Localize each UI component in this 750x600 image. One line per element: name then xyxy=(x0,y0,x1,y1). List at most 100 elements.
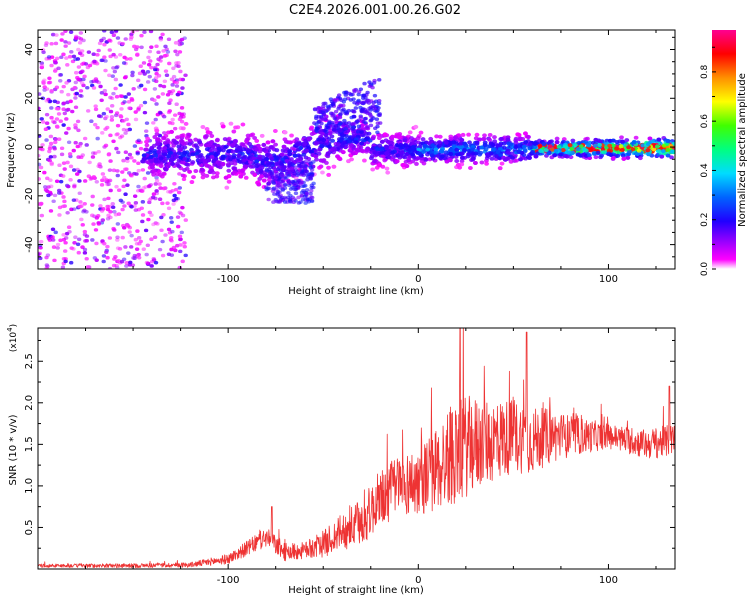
dip-cell xyxy=(304,169,310,174)
noise-speck xyxy=(129,204,134,209)
spectrogram-cell xyxy=(436,140,442,145)
spectrogram-cell xyxy=(541,142,547,147)
noise-speck xyxy=(126,122,131,127)
snr-multiplier-exp: 4 xyxy=(6,327,14,332)
spectrogram-cell xyxy=(234,148,240,153)
noise-speck xyxy=(161,49,166,53)
noise-speck xyxy=(58,119,63,124)
noise-speck xyxy=(103,116,108,121)
noise-speck xyxy=(114,146,119,151)
noise-speck xyxy=(74,91,80,96)
spectrogram-cell xyxy=(210,144,216,149)
noise-speck xyxy=(68,260,74,265)
noise-speck xyxy=(136,78,141,83)
colorbar-gradient xyxy=(712,30,736,269)
spectrogram-cell xyxy=(204,173,210,178)
noise-speck xyxy=(162,114,167,119)
plume-cell xyxy=(356,124,362,129)
spectrogram-cell xyxy=(198,158,203,163)
noise-speck xyxy=(61,52,66,57)
plume-cell xyxy=(347,91,352,96)
plume-cell xyxy=(322,128,328,133)
noise-speck xyxy=(79,49,85,53)
spectrogram-cell xyxy=(330,138,336,143)
noise-speck xyxy=(92,151,98,156)
dip-cell xyxy=(300,197,306,202)
noise-speck xyxy=(71,168,77,172)
spectrogram-cell xyxy=(370,167,376,172)
spectrogram-cell xyxy=(144,139,149,144)
noise-speck xyxy=(131,87,136,91)
noise-speck xyxy=(140,200,146,204)
noise-speck xyxy=(149,237,154,241)
dip-cell xyxy=(286,183,292,188)
spectrogram-cell xyxy=(591,151,597,156)
noise-speck xyxy=(170,188,175,193)
spectrogram-cell xyxy=(176,164,182,169)
noise-speck xyxy=(167,120,173,125)
plume-cell xyxy=(337,115,343,120)
noise-speck xyxy=(165,92,171,97)
spectrogram-cell xyxy=(338,137,344,142)
plume-cell xyxy=(343,109,348,114)
spectrogram-cell xyxy=(575,152,581,157)
spectrogram-cell xyxy=(380,154,386,159)
noise-speck xyxy=(121,119,126,123)
spectrogram-cell xyxy=(570,138,576,143)
noise-speck xyxy=(131,256,136,260)
noise-speck xyxy=(116,258,121,263)
spectrogram-cell xyxy=(193,169,199,174)
noise-speck xyxy=(58,78,63,83)
spectrogram-cell xyxy=(158,156,164,161)
spectrogram-cell xyxy=(340,150,346,155)
noise-speck xyxy=(116,150,121,155)
noise-speck xyxy=(182,244,187,249)
noise-speck xyxy=(81,83,86,88)
dip-cell xyxy=(308,165,313,169)
plume-cell xyxy=(319,128,324,133)
noise-speck xyxy=(152,235,158,240)
spectrogram-cell xyxy=(154,132,160,137)
spectrogram-cell xyxy=(244,137,250,142)
noise-speck xyxy=(173,187,179,192)
noise-speck xyxy=(141,61,147,65)
noise-speck xyxy=(96,48,101,53)
spectrogram-cell xyxy=(284,159,290,164)
noise-speck xyxy=(161,213,166,217)
noise-speck xyxy=(76,47,81,52)
noise-speck xyxy=(75,119,81,124)
spectrogram-cell xyxy=(159,174,165,179)
noise-speck xyxy=(148,30,154,34)
spectrogram-cell xyxy=(630,147,636,152)
spectrogram-cell xyxy=(185,132,191,137)
spectrogram-cell xyxy=(489,156,495,161)
noise-speck xyxy=(102,55,107,60)
dip-cell xyxy=(295,173,300,178)
spectrogram-cell xyxy=(240,142,246,147)
spectrogram-cell xyxy=(223,175,229,180)
plume-cell xyxy=(338,112,343,116)
noise-speck xyxy=(125,183,130,187)
noise-speck xyxy=(39,213,45,218)
spectrogram-cell xyxy=(292,147,297,152)
noise-speck xyxy=(82,232,88,237)
spectrogram-cell xyxy=(566,150,572,155)
noise-speck xyxy=(157,247,163,252)
noise-speck xyxy=(84,238,89,243)
spectrogram-cell xyxy=(626,145,632,150)
noise-speck xyxy=(91,86,97,90)
noise-speck xyxy=(93,77,99,81)
noise-speck xyxy=(126,251,131,255)
noise-speck xyxy=(136,184,141,189)
spectrogram-cell xyxy=(313,154,319,159)
noise-speck xyxy=(62,199,67,204)
spectrogram-cell xyxy=(382,132,388,137)
noise-speck xyxy=(180,213,186,218)
noise-speck xyxy=(178,69,183,74)
noise-speck xyxy=(48,141,54,146)
spectrogram-cell xyxy=(325,151,331,156)
noise-speck xyxy=(49,162,54,167)
noise-speck xyxy=(128,57,133,61)
noise-speck xyxy=(105,107,110,111)
